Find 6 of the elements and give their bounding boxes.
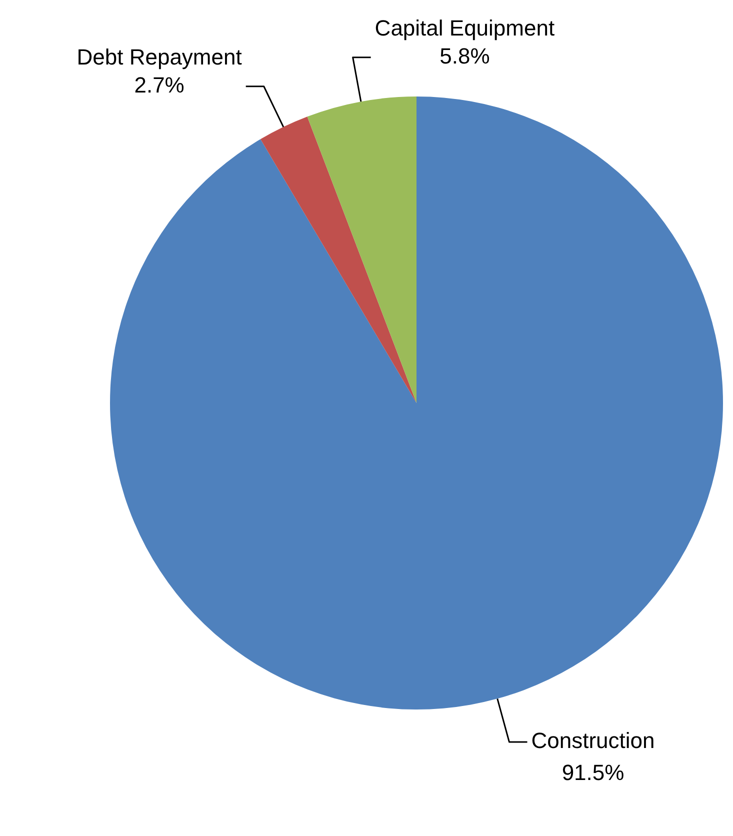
- data-label: 2.7%: [134, 72, 184, 98]
- slice-label: Capital Equipment: [374, 15, 555, 40]
- slice-label: Construction: [531, 728, 655, 754]
- data-label: 5.8%: [440, 43, 490, 68]
- data-label: 91.5%: [562, 760, 624, 786]
- slice-label: Debt Repayment: [76, 44, 242, 70]
